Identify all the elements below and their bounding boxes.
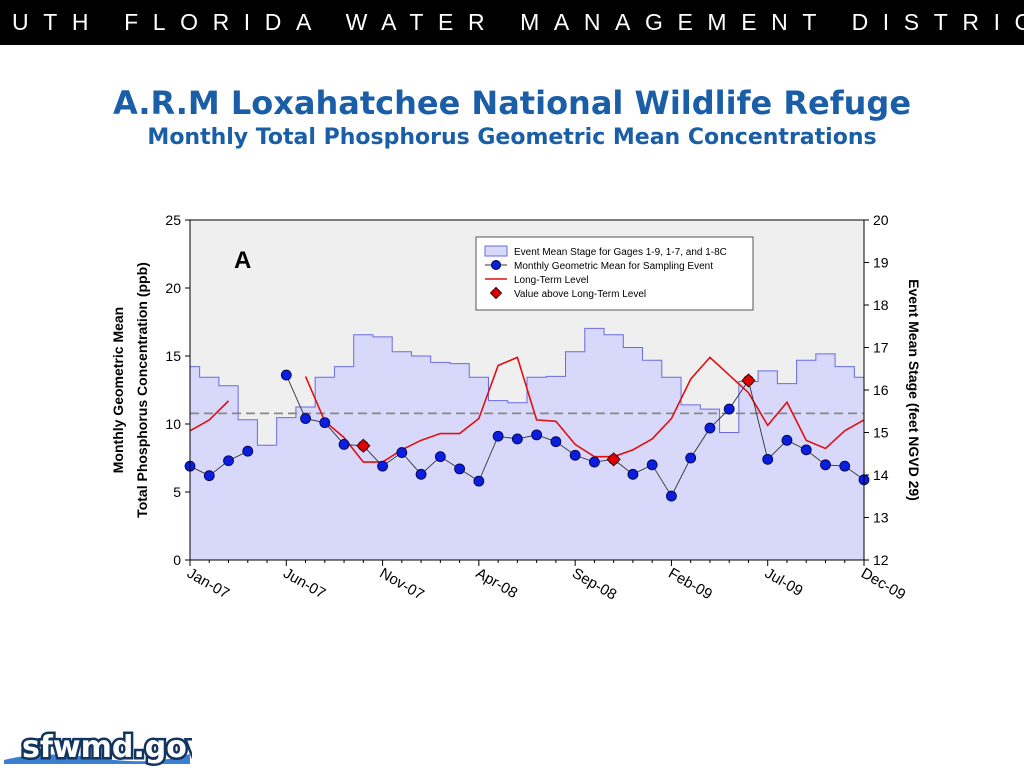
left-tick-label: 10 [165,416,181,432]
geomean-point [589,456,600,468]
left-tick-label: 15 [165,348,181,364]
geomean-point [820,459,831,471]
geomean-point [685,452,697,464]
right-tick-label: 18 [873,297,889,313]
geomean-point [396,447,408,458]
geomean-point [434,451,446,463]
panel-label: A [234,247,251,274]
right-tick-label: 17 [873,340,889,356]
x-tick-label: Apr-08 [473,565,520,602]
legend: Event Mean Stage for Gages 1-9, 1-7, and… [475,236,754,311]
logo-text: sfwmd.gov [22,730,192,765]
geomean-point [781,434,793,446]
geomean-point [242,445,254,457]
geomean-series [184,369,870,502]
geomean-point [627,468,639,480]
geomean-point [319,417,331,429]
geomean-point [646,459,658,471]
right-tick-label: 16 [873,382,889,398]
sfwmd-logo: sfwmd.gov [4,730,192,766]
legend-entry-1: Monthly Geometric Mean for Sampling Even… [514,261,713,272]
legend-stage-swatch [484,245,508,257]
geomean-point [550,436,562,448]
geomean-point [800,444,812,456]
geomean-point [511,433,523,445]
title-block: A.R.M Loxahatchee National Wildlife Refu… [0,82,1024,152]
legend-entry-0: Event Mean Stage for Gages 1-9, 1-7, and… [514,247,727,258]
geomean-point [569,449,581,461]
geomean-point [492,430,504,442]
geomean-point [839,460,851,472]
geomean-point [377,460,388,472]
geomean-point [280,369,292,381]
x-tick-label: Feb-09 [665,565,715,603]
above-point [741,373,756,388]
geomean-point [300,413,311,424]
legend-box [475,236,754,311]
long-term-line-0 [189,400,230,432]
geomean-point [473,475,485,487]
page-subtitle: Monthly Total Phosphorus Geometric Mean … [147,125,877,150]
legend-above-marker [489,286,503,300]
left-tick-label: 20 [165,280,181,296]
geomean-point [762,453,774,465]
y-axis-left-label-2: Total Phosphorus Concentration (ppb) [134,262,150,518]
x-tick-label: Jun-07 [280,565,328,603]
right-tick-label: 20 [873,212,889,228]
geomean-point [666,490,677,502]
left-tick-label: 0 [173,552,181,568]
page-title: A.R.M Loxahatchee National Wildlife Refu… [112,84,912,122]
right-tick-label: 15 [873,425,889,441]
x-tick-label: Jul-09 [762,565,806,600]
geomean-point [203,470,215,482]
geomean-point [531,429,543,441]
geomean-point [704,422,716,434]
banner-text: SOUTH FLORIDA WATER MANAGEMENT DISTRICT [0,9,1024,35]
left-tick-label: 5 [173,484,181,500]
y-axis-left-label-1: Monthly Geometric Mean [110,307,126,473]
x-tick-label: Dec-09 [858,565,908,604]
left-tick-label: 25 [165,212,181,228]
right-tick-label: 14 [873,467,889,483]
right-tick-label: 19 [873,255,889,271]
above-point [606,452,621,467]
x-tick-label: Sep-08 [569,565,619,604]
geomean-point [454,463,466,475]
y-axis-right-label: Event Mean Stage (feet NGVD 29) [906,279,922,501]
above-long-term-series [356,373,756,467]
geomean-point [223,455,234,467]
x-tick-label: Nov-07 [377,565,427,604]
geomean-line-0 [189,450,248,477]
header-banner: SOUTH FLORIDA WATER MANAGEMENT DISTRICT [0,0,1024,45]
geomean-point [415,468,427,480]
above-point [356,438,371,453]
legend-geomean-marker [491,260,501,270]
right-tick-label: 13 [873,510,889,526]
x-tick-label: Jan-07 [184,565,232,603]
logo-wave-icon [4,754,190,764]
geomean-point [723,403,735,415]
geomean-point [338,438,350,450]
right-tick-label: 12 [873,552,889,568]
legend-entry-2: Long-Term Level [514,275,588,286]
legend-entry-3: Value above Long-Term Level [514,289,646,300]
